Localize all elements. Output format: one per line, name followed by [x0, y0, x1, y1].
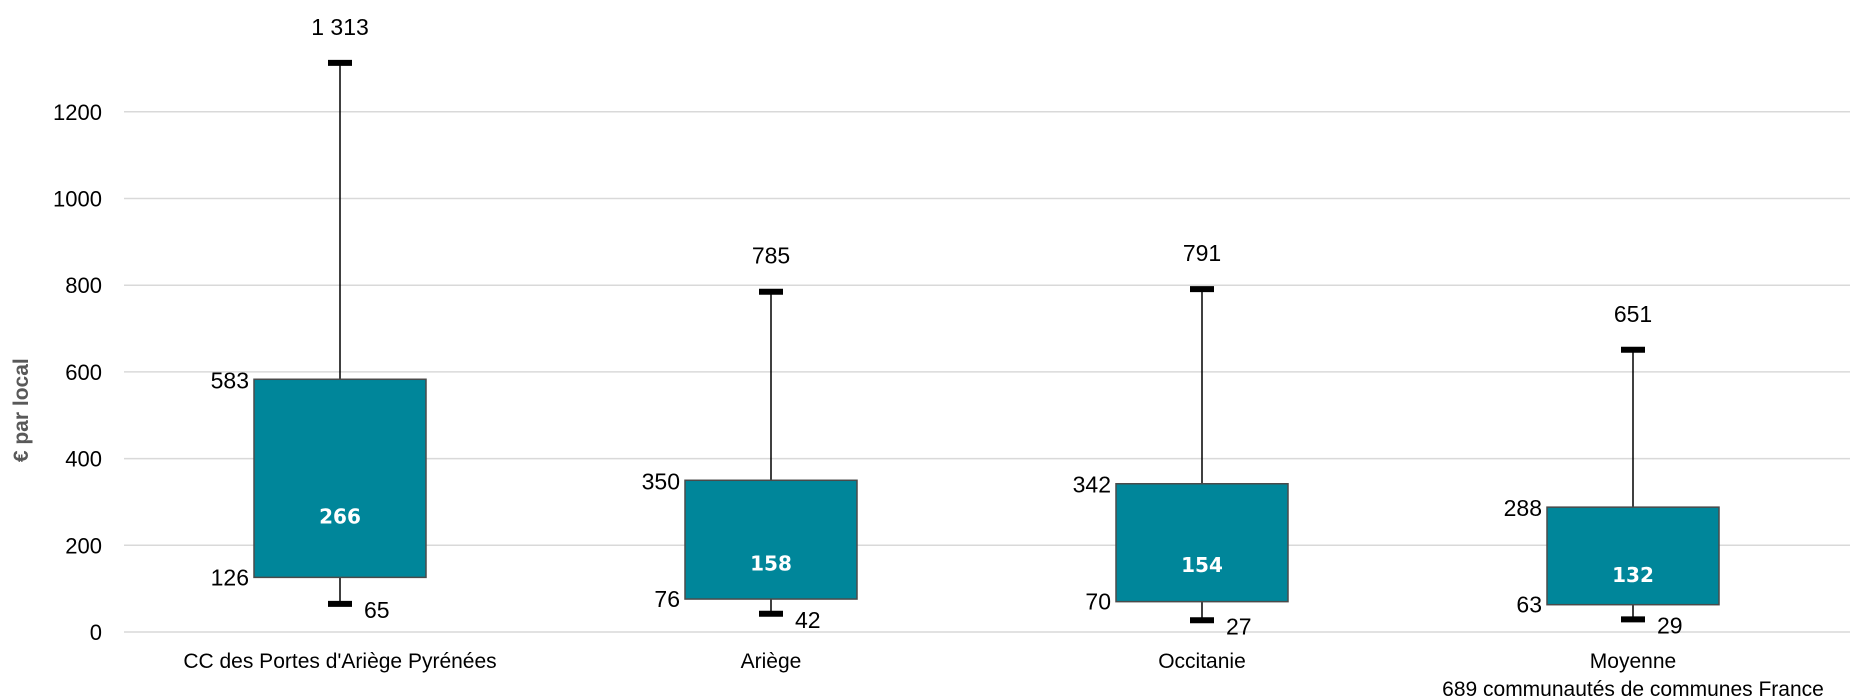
q3-label: 350	[642, 468, 680, 494]
max-label: 1 313	[311, 14, 369, 40]
category-label: Occitanie	[1158, 650, 1246, 673]
median-label: 154	[1181, 553, 1223, 577]
max-label: 785	[752, 243, 790, 269]
q3-label: 288	[1504, 495, 1542, 521]
q1-label: 63	[1516, 592, 1542, 618]
boxes: 1 313 583 126 65 266 785 350 76 42 158 791 342 70 27 1…	[211, 14, 1720, 639]
q3-label: 583	[211, 367, 249, 393]
q3-label: 342	[1073, 472, 1111, 498]
y-axis-label: € par local	[10, 358, 33, 462]
min-label: 29	[1657, 612, 1683, 638]
max-label: 651	[1614, 301, 1652, 327]
category-label: CC des Portes d'Ariège Pyrénées	[183, 650, 496, 673]
box-plot-item: 1 313 583 126 65 266	[211, 14, 427, 623]
box-iqr	[1546, 506, 1720, 606]
category-label: 689 communautés de communes France	[1442, 678, 1824, 699]
y-tick-label: 0	[90, 620, 102, 645]
y-axis-ticks: 0 200 400 600 800 1000 1200	[53, 100, 102, 645]
max-label: 791	[1183, 240, 1221, 266]
box-iqr	[253, 378, 427, 579]
median-label: 266	[319, 505, 361, 529]
y-tick-label: 400	[65, 447, 102, 472]
q1-label: 76	[654, 586, 680, 612]
y-tick-label: 1000	[53, 187, 102, 212]
min-label: 27	[1226, 613, 1252, 639]
y-tick-label: 800	[65, 273, 102, 298]
median-label: 158	[750, 552, 792, 576]
box-plot-item: 651 288 63 29 132	[1504, 301, 1720, 638]
category-label: Ariège	[741, 650, 802, 673]
y-tick-label: 1200	[53, 100, 102, 125]
x-axis-categories: CC des Portes d'Ariège Pyrénées Ariège Occ…	[183, 650, 1824, 699]
median-label: 132	[1612, 563, 1654, 587]
box-plot-item: 785 350 76 42 158	[642, 243, 858, 633]
min-label: 42	[795, 607, 821, 633]
box-iqr	[1115, 482, 1289, 603]
y-tick-label: 200	[65, 533, 102, 558]
q1-label: 126	[211, 564, 249, 590]
q1-label: 70	[1085, 589, 1111, 615]
min-label: 65	[364, 597, 390, 623]
y-tick-label: 600	[65, 360, 102, 385]
box-plot-item: 791 342 70 27 154	[1073, 240, 1289, 639]
box-iqr	[684, 479, 858, 600]
category-label: Moyenne	[1590, 650, 1676, 673]
